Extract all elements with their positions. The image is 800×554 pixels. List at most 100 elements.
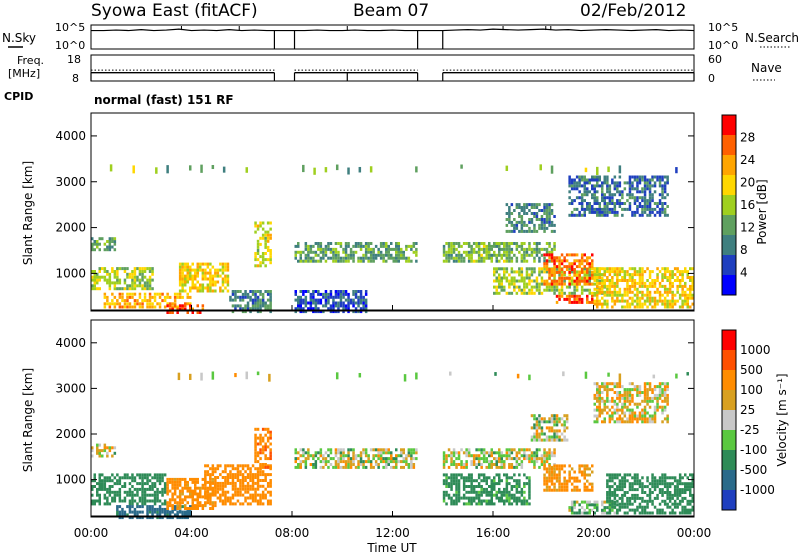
range-cell — [269, 481, 272, 485]
range-cell — [651, 281, 654, 285]
range-cell — [500, 463, 503, 466]
range-cell — [485, 244, 488, 248]
range-cell — [194, 271, 197, 275]
range-cell — [339, 304, 343, 308]
range-cell — [266, 427, 270, 431]
range-cell — [638, 402, 642, 406]
range-cell — [374, 256, 378, 260]
range-cell — [184, 280, 187, 284]
range-cell — [633, 473, 637, 477]
range-cell — [616, 511, 619, 515]
range-cell — [372, 253, 375, 257]
range-cell — [329, 307, 333, 311]
range-cell — [359, 451, 363, 455]
range-cell — [545, 209, 549, 212]
range-cell — [196, 304, 199, 308]
range-cell — [477, 247, 481, 251]
range-cell — [583, 270, 586, 274]
range-cell — [184, 480, 187, 484]
range-cell — [550, 420, 554, 424]
range-cell — [259, 255, 262, 259]
range-cell — [658, 511, 662, 515]
range-cell — [415, 247, 418, 251]
range-cell — [369, 166, 373, 173]
range-cell — [633, 293, 637, 297]
range-cell — [241, 295, 245, 299]
range-cell — [606, 178, 609, 182]
range-cell — [141, 305, 144, 309]
range-cell — [643, 193, 647, 197]
range-cell — [586, 256, 589, 260]
range-cell — [352, 292, 355, 296]
range-cell — [623, 405, 627, 409]
range-cell — [643, 293, 647, 297]
range-cell — [495, 496, 498, 500]
range-cell — [251, 493, 255, 497]
range-cell — [186, 495, 189, 499]
range-cell — [367, 242, 370, 245]
range-cell — [498, 250, 501, 254]
range-cell — [314, 454, 318, 458]
range-cell — [518, 244, 521, 248]
range-cell — [633, 305, 637, 309]
range-cell — [349, 250, 353, 254]
range-cell — [133, 499, 137, 503]
range-cell — [513, 229, 516, 233]
range-cell — [332, 253, 335, 257]
range-cell — [108, 248, 112, 252]
range-cell — [485, 247, 488, 251]
range-cell — [638, 196, 642, 200]
range-cell — [93, 270, 96, 273]
range-cell — [302, 290, 305, 293]
range-cell — [636, 181, 639, 185]
range-cell — [173, 302, 177, 306]
range-cell — [520, 493, 524, 497]
range-cell — [297, 259, 300, 263]
range-cell — [158, 302, 162, 306]
range-cell — [648, 184, 652, 188]
range-cell — [550, 223, 554, 227]
range-cell — [613, 391, 617, 394]
range-cell — [646, 184, 649, 188]
range-cell — [550, 429, 554, 433]
range-cell — [148, 281, 152, 285]
range-cell — [525, 482, 529, 486]
range-cell — [181, 477, 184, 481]
range-cell — [367, 454, 370, 458]
range-cell — [498, 244, 501, 248]
range-cell — [613, 281, 617, 285]
range-cell — [266, 464, 270, 468]
range-cell — [138, 516, 142, 520]
range-cell — [189, 265, 192, 269]
range-cell — [656, 402, 659, 406]
range-cell — [631, 482, 634, 486]
range-cell — [460, 463, 463, 466]
range-cell — [618, 417, 622, 421]
range-cell — [498, 476, 501, 480]
range-cell — [231, 484, 235, 488]
range-cell — [93, 499, 96, 503]
range-cell — [523, 247, 526, 251]
range-cell — [447, 482, 451, 486]
range-cell — [563, 414, 566, 418]
range-cell — [598, 267, 601, 271]
range-cell — [480, 473, 483, 477]
range-cell — [304, 298, 308, 302]
range-cell — [256, 301, 260, 305]
range-cell — [658, 385, 662, 389]
range-cell — [452, 493, 456, 497]
range-cell — [148, 299, 152, 303]
range-cell — [126, 473, 129, 477]
range-cell — [646, 382, 649, 386]
range-cell — [575, 184, 579, 188]
range-cell — [648, 482, 652, 486]
range-cell — [598, 202, 601, 205]
range-cell — [591, 297, 594, 301]
range-cell — [578, 190, 581, 194]
range-cell — [199, 289, 202, 293]
range-cell — [138, 496, 142, 500]
range-cell — [357, 242, 360, 245]
range-cell — [91, 493, 94, 497]
range-cell — [553, 242, 556, 245]
range-cell — [209, 268, 212, 272]
